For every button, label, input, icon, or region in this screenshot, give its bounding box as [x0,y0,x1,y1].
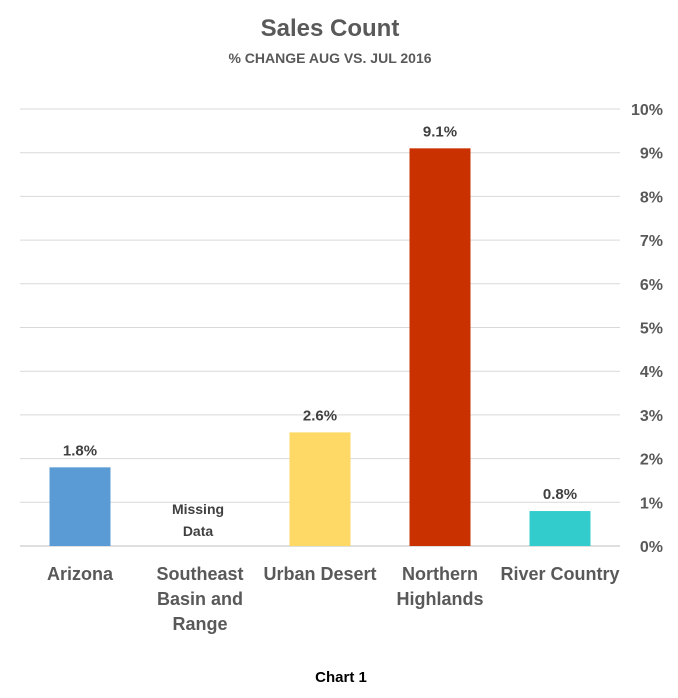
bar [289,432,351,546]
bars [49,148,591,546]
category-labels: Arizona Southeast Basin and Range Urban Dese… [47,564,620,634]
y-tick-label: 7% [640,233,663,250]
chart-title: Sales Count [261,15,400,42]
missing-data-note: Missing [172,501,224,517]
y-tick-label: 10% [631,102,663,119]
category-label: Northern [402,564,478,584]
category-label: Basin and [157,589,243,609]
category-label: Southeast [156,564,243,584]
chart-subtitle: % CHANGE AUG VS. JUL 2016 [228,50,431,66]
y-tick-label: 5% [640,321,663,338]
bar [409,148,471,546]
y-tick-label: 9% [640,146,663,163]
data-label: 1.8% [63,442,97,459]
bar [49,467,111,546]
category-label: Range [172,614,227,634]
data-labels: 1.8% Missing Data 2.6% 9.1% 0.8% [63,123,577,539]
y-tick-label: 2% [640,452,663,469]
chart-caption: Chart 1 [315,669,367,686]
data-label: 2.6% [303,407,337,424]
gridlines [20,108,620,547]
y-tick-label: 6% [640,277,663,294]
y-axis-ticks: 0% 1% 2% 3% 4% 5% 6% 7% 8% 9% 10% [631,102,663,556]
y-tick-label: 8% [640,189,663,206]
y-tick-label: 4% [640,364,663,381]
data-label: 9.1% [423,123,457,140]
category-label: River Country [500,564,619,584]
y-tick-label: 3% [640,408,663,425]
missing-data-note: Data [183,523,214,539]
bar [529,511,591,546]
category-label: Urban Desert [263,564,376,584]
category-label: Arizona [47,564,114,584]
data-label: 0.8% [543,486,577,503]
category-label: Highlands [396,589,483,609]
y-tick-label: 0% [640,539,663,556]
y-tick-label: 1% [640,495,663,512]
